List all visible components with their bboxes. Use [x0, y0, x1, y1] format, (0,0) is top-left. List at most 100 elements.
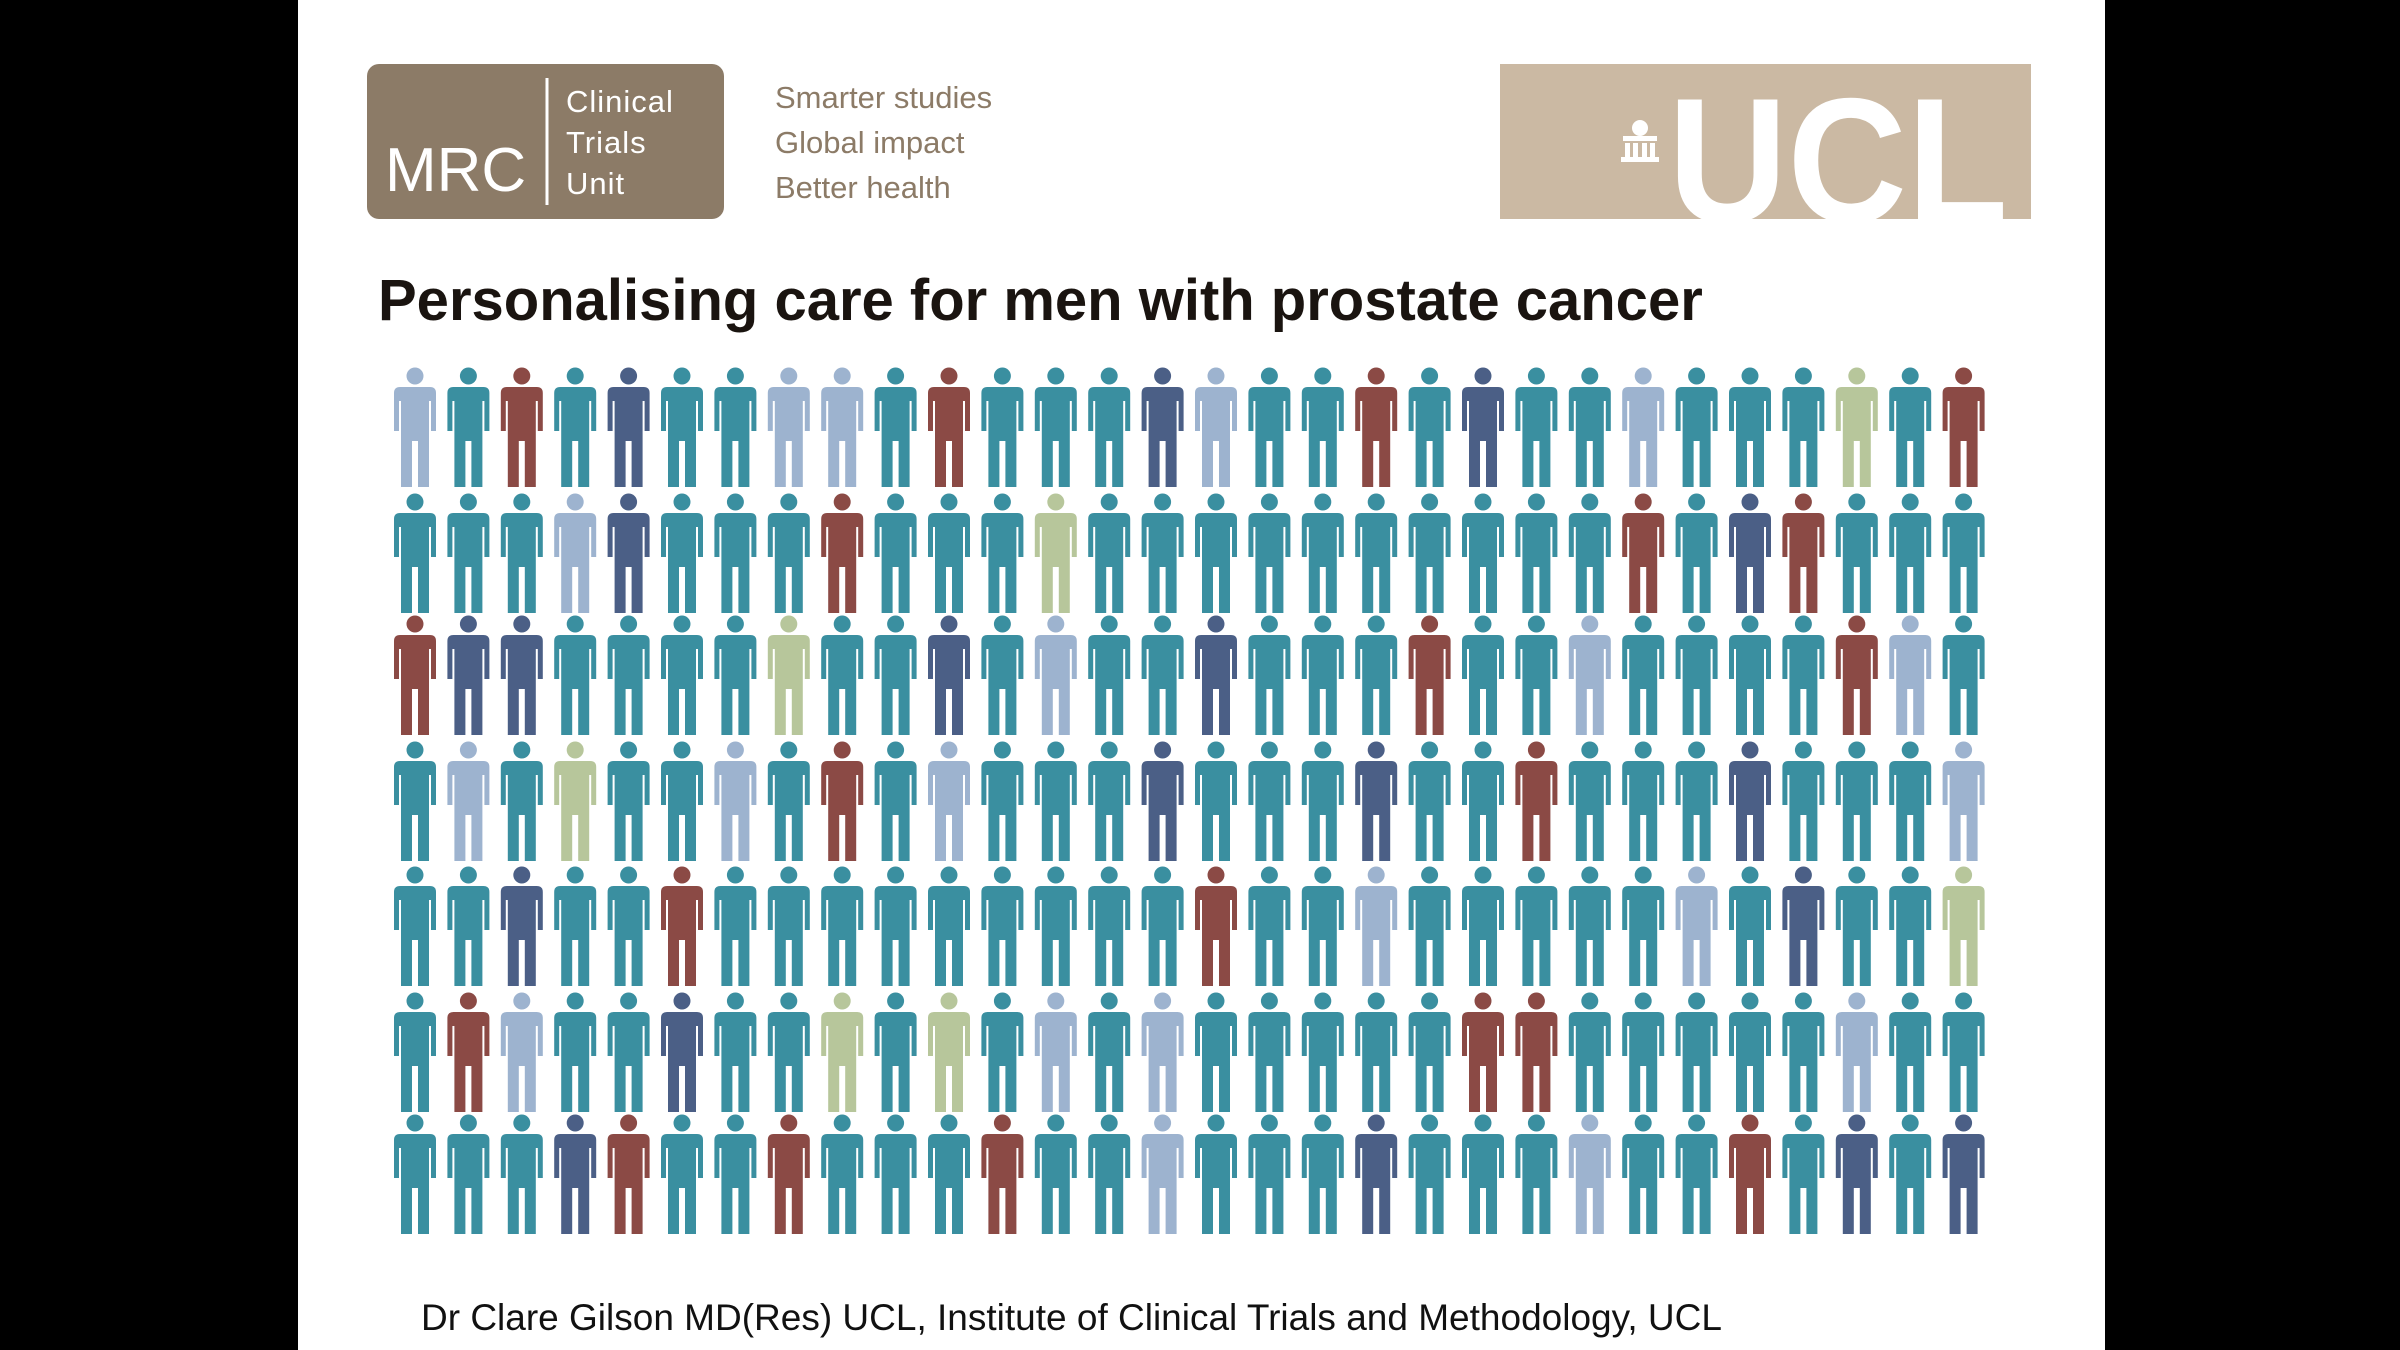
person-icon — [1622, 992, 1665, 1112]
person-icon — [1568, 992, 1611, 1112]
person-icon — [1568, 367, 1611, 487]
person-icon — [1195, 367, 1237, 487]
person-icon — [1141, 1114, 1184, 1234]
person-icon — [607, 367, 650, 487]
person-icon — [394, 1114, 436, 1234]
person-icon — [981, 866, 1024, 986]
person-icon — [500, 741, 543, 861]
person-icon — [1835, 1114, 1878, 1234]
person-icon — [1835, 992, 1878, 1112]
person-icon — [821, 992, 864, 1112]
person-icon — [1408, 1114, 1451, 1234]
person-icon — [1942, 866, 1985, 986]
person-icon — [714, 493, 757, 613]
person-icon — [1835, 866, 1878, 986]
person-icon — [1088, 493, 1131, 613]
slide-title: Personalising care for men with prostate… — [378, 268, 1703, 333]
person-icon — [607, 1114, 650, 1234]
person-icon — [1462, 615, 1504, 735]
person-icon — [1622, 741, 1665, 861]
person-icon — [714, 615, 757, 735]
people-grid — [394, 367, 1985, 1234]
person-icon — [661, 992, 703, 1112]
person-icon — [1782, 992, 1825, 1112]
person-icon — [1034, 992, 1077, 1112]
person-icon — [714, 741, 757, 861]
person-icon — [981, 1114, 1024, 1234]
person-icon — [500, 866, 543, 986]
person-icon — [1515, 615, 1558, 735]
person-icon — [554, 992, 597, 1112]
footer-text: Dr Clare Gilson MD(Res) UCL, Institute o… — [421, 1297, 1722, 1338]
person-icon — [607, 866, 650, 986]
person-icon — [1355, 493, 1398, 613]
person-icon — [1622, 866, 1665, 986]
person-icon — [928, 493, 970, 613]
person-icon — [1515, 493, 1558, 613]
person-icon — [1355, 741, 1398, 861]
person-icon — [1088, 992, 1131, 1112]
person-icon — [1248, 1114, 1291, 1234]
person-icon — [874, 615, 917, 735]
person-icon — [1195, 992, 1237, 1112]
person-icon — [928, 1114, 970, 1234]
person-icon — [928, 866, 970, 986]
person-icon — [1942, 367, 1985, 487]
person-icon — [1729, 367, 1771, 487]
person-icon — [928, 367, 970, 487]
person-icon — [1195, 493, 1237, 613]
person-icon — [394, 992, 436, 1112]
person-icon — [1248, 493, 1291, 613]
person-icon — [661, 493, 703, 613]
person-icon — [1729, 741, 1771, 861]
person-icon — [447, 992, 490, 1112]
person-icon — [714, 367, 757, 487]
person-icon — [821, 493, 864, 613]
person-icon — [1408, 866, 1451, 986]
person-icon — [874, 992, 917, 1112]
person-icon — [607, 992, 650, 1112]
person-icon — [447, 615, 490, 735]
person-icon — [821, 615, 864, 735]
tagline: Smarter studies — [775, 80, 992, 115]
person-icon — [1141, 493, 1184, 613]
person-icon — [1515, 367, 1558, 487]
person-icon — [981, 992, 1024, 1112]
person-icon — [1675, 367, 1718, 487]
person-icon — [928, 741, 970, 861]
person-icon — [1408, 992, 1451, 1112]
person-icon — [394, 741, 436, 861]
person-icon — [1889, 866, 1932, 986]
person-icon — [394, 866, 436, 986]
person-icon — [607, 493, 650, 613]
person-icon — [1782, 1114, 1825, 1234]
person-icon — [1729, 1114, 1771, 1234]
person-icon — [1462, 741, 1504, 861]
person-icon — [1675, 741, 1718, 861]
person-icon — [1889, 992, 1932, 1112]
person-icon — [1889, 1114, 1932, 1234]
person-icon — [1408, 615, 1451, 735]
person-icon — [1675, 615, 1718, 735]
person-icon — [874, 493, 917, 613]
person-icon — [500, 992, 543, 1112]
person-icon — [1034, 866, 1077, 986]
person-icon — [767, 615, 810, 735]
person-icon — [1782, 367, 1825, 487]
person-icon — [1408, 367, 1451, 487]
person-icon — [1034, 493, 1077, 613]
person-icon — [1195, 741, 1237, 861]
person-icon — [1462, 367, 1504, 487]
person-icon — [874, 866, 917, 986]
person-icon — [1889, 615, 1932, 735]
person-icon — [1729, 615, 1771, 735]
person-icon — [1622, 615, 1665, 735]
person-icon — [661, 367, 703, 487]
ucl-building-icon — [1621, 120, 1659, 162]
person-icon — [1301, 493, 1344, 613]
tagline: Global impact — [775, 125, 965, 160]
person-icon — [1248, 367, 1291, 487]
person-icon — [1889, 367, 1932, 487]
